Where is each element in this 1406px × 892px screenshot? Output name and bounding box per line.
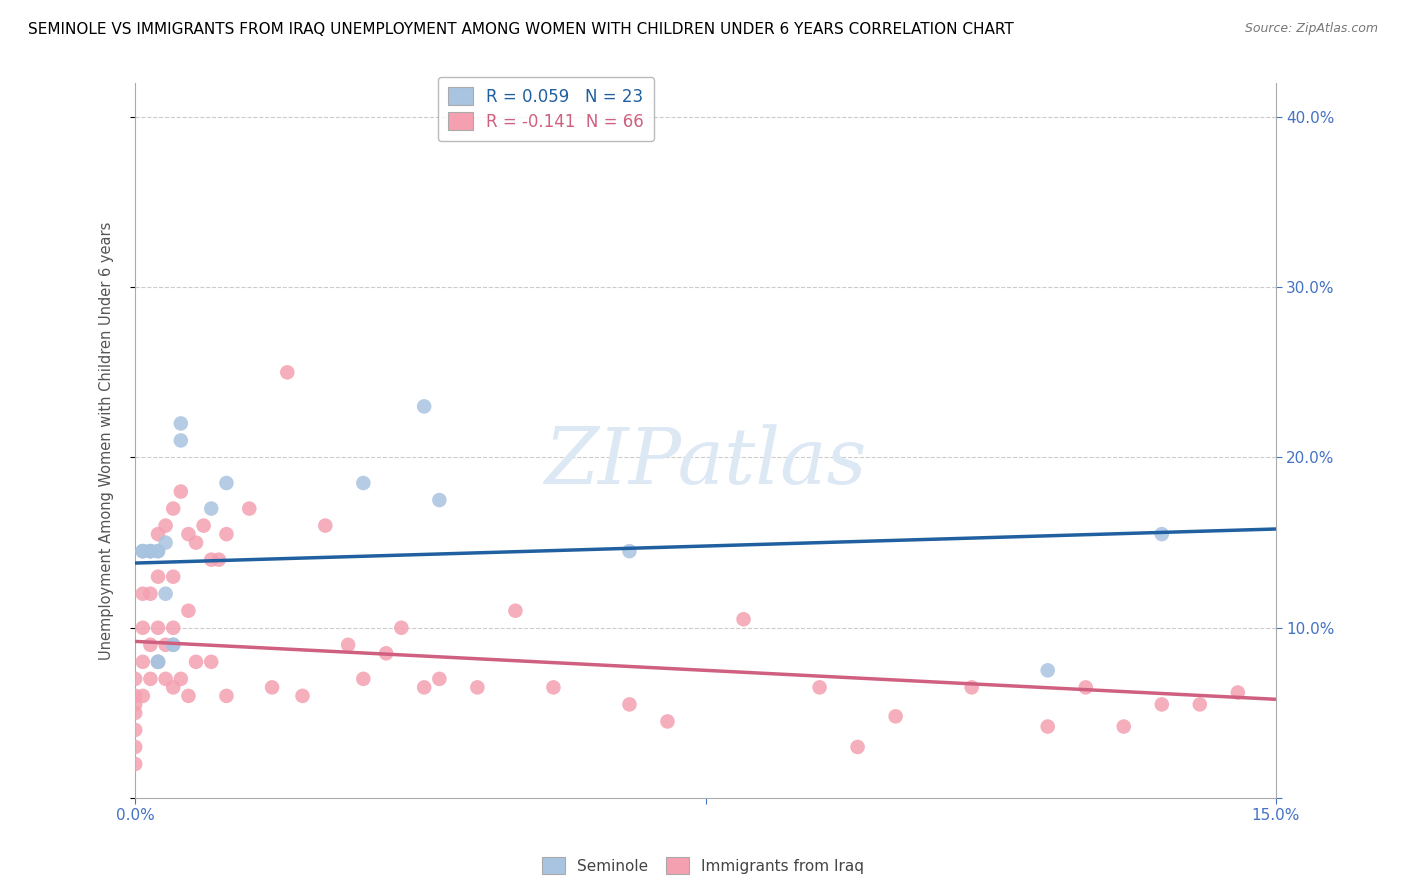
Y-axis label: Unemployment Among Women with Children Under 6 years: Unemployment Among Women with Children U… bbox=[100, 221, 114, 660]
Point bbox=[139, 672, 162, 686]
Point bbox=[193, 518, 215, 533]
Point bbox=[170, 434, 193, 448]
Point bbox=[352, 476, 374, 491]
Point bbox=[215, 689, 238, 703]
Point bbox=[1150, 698, 1173, 712]
Point bbox=[1188, 698, 1211, 712]
Point bbox=[132, 587, 155, 601]
Point bbox=[389, 621, 412, 635]
Point bbox=[124, 757, 146, 772]
Legend: Seminole, Immigrants from Iraq: Seminole, Immigrants from Iraq bbox=[536, 851, 870, 880]
Point bbox=[543, 681, 565, 695]
Text: ZIPatlas: ZIPatlas bbox=[544, 424, 866, 500]
Point bbox=[1150, 527, 1173, 541]
Point bbox=[177, 604, 200, 618]
Point bbox=[170, 484, 193, 499]
Point bbox=[413, 681, 436, 695]
Text: SEMINOLE VS IMMIGRANTS FROM IRAQ UNEMPLOYMENT AMONG WOMEN WITH CHILDREN UNDER 6 : SEMINOLE VS IMMIGRANTS FROM IRAQ UNEMPLO… bbox=[28, 22, 1014, 37]
Point bbox=[846, 739, 869, 754]
Point bbox=[124, 739, 146, 754]
Point bbox=[132, 655, 155, 669]
Point bbox=[467, 681, 489, 695]
Point bbox=[413, 400, 436, 414]
Point bbox=[155, 672, 177, 686]
Point bbox=[427, 493, 450, 508]
Point bbox=[291, 689, 314, 703]
Point bbox=[200, 501, 222, 516]
Text: Source: ZipAtlas.com: Source: ZipAtlas.com bbox=[1244, 22, 1378, 36]
Point bbox=[139, 544, 162, 558]
Point bbox=[314, 518, 336, 533]
Point bbox=[427, 672, 450, 686]
Point bbox=[139, 544, 162, 558]
Point bbox=[1226, 685, 1249, 699]
Point bbox=[200, 655, 222, 669]
Point bbox=[139, 638, 162, 652]
Point bbox=[184, 655, 207, 669]
Point bbox=[808, 681, 831, 695]
Point bbox=[146, 655, 169, 669]
Point bbox=[733, 612, 755, 626]
Point bbox=[215, 476, 238, 491]
Point bbox=[1036, 720, 1059, 734]
Point bbox=[619, 698, 641, 712]
Point bbox=[960, 681, 983, 695]
Point bbox=[1112, 720, 1135, 734]
Point bbox=[132, 544, 155, 558]
Point bbox=[124, 689, 146, 703]
Point bbox=[155, 638, 177, 652]
Point bbox=[146, 544, 169, 558]
Point bbox=[155, 518, 177, 533]
Point bbox=[208, 552, 231, 566]
Point bbox=[139, 544, 162, 558]
Point bbox=[146, 621, 169, 635]
Point bbox=[162, 501, 184, 516]
Point bbox=[238, 501, 260, 516]
Point bbox=[276, 365, 298, 379]
Point bbox=[184, 535, 207, 549]
Point bbox=[155, 535, 177, 549]
Point bbox=[132, 544, 155, 558]
Point bbox=[155, 587, 177, 601]
Point bbox=[170, 417, 193, 431]
Point bbox=[132, 689, 155, 703]
Point bbox=[124, 698, 146, 712]
Point bbox=[146, 655, 169, 669]
Point bbox=[162, 638, 184, 652]
Point bbox=[146, 544, 169, 558]
Point bbox=[200, 552, 222, 566]
Point bbox=[375, 646, 398, 660]
Point bbox=[177, 689, 200, 703]
Point bbox=[124, 706, 146, 720]
Point bbox=[162, 570, 184, 584]
Point bbox=[619, 544, 641, 558]
Point bbox=[146, 655, 169, 669]
Point bbox=[170, 672, 193, 686]
Point bbox=[337, 638, 360, 652]
Point bbox=[162, 681, 184, 695]
Point bbox=[146, 570, 169, 584]
Point bbox=[146, 527, 169, 541]
Point bbox=[177, 527, 200, 541]
Point bbox=[162, 638, 184, 652]
Point bbox=[657, 714, 679, 729]
Point bbox=[1036, 664, 1059, 678]
Point bbox=[132, 621, 155, 635]
Point bbox=[262, 681, 284, 695]
Point bbox=[215, 527, 238, 541]
Point bbox=[124, 672, 146, 686]
Point bbox=[505, 604, 527, 618]
Point bbox=[124, 723, 146, 737]
Legend: R = 0.059   N = 23, R = -0.141  N = 66: R = 0.059 N = 23, R = -0.141 N = 66 bbox=[437, 77, 654, 141]
Point bbox=[132, 544, 155, 558]
Point bbox=[139, 587, 162, 601]
Point bbox=[162, 621, 184, 635]
Point bbox=[1074, 681, 1097, 695]
Point bbox=[352, 672, 374, 686]
Point bbox=[884, 709, 907, 723]
